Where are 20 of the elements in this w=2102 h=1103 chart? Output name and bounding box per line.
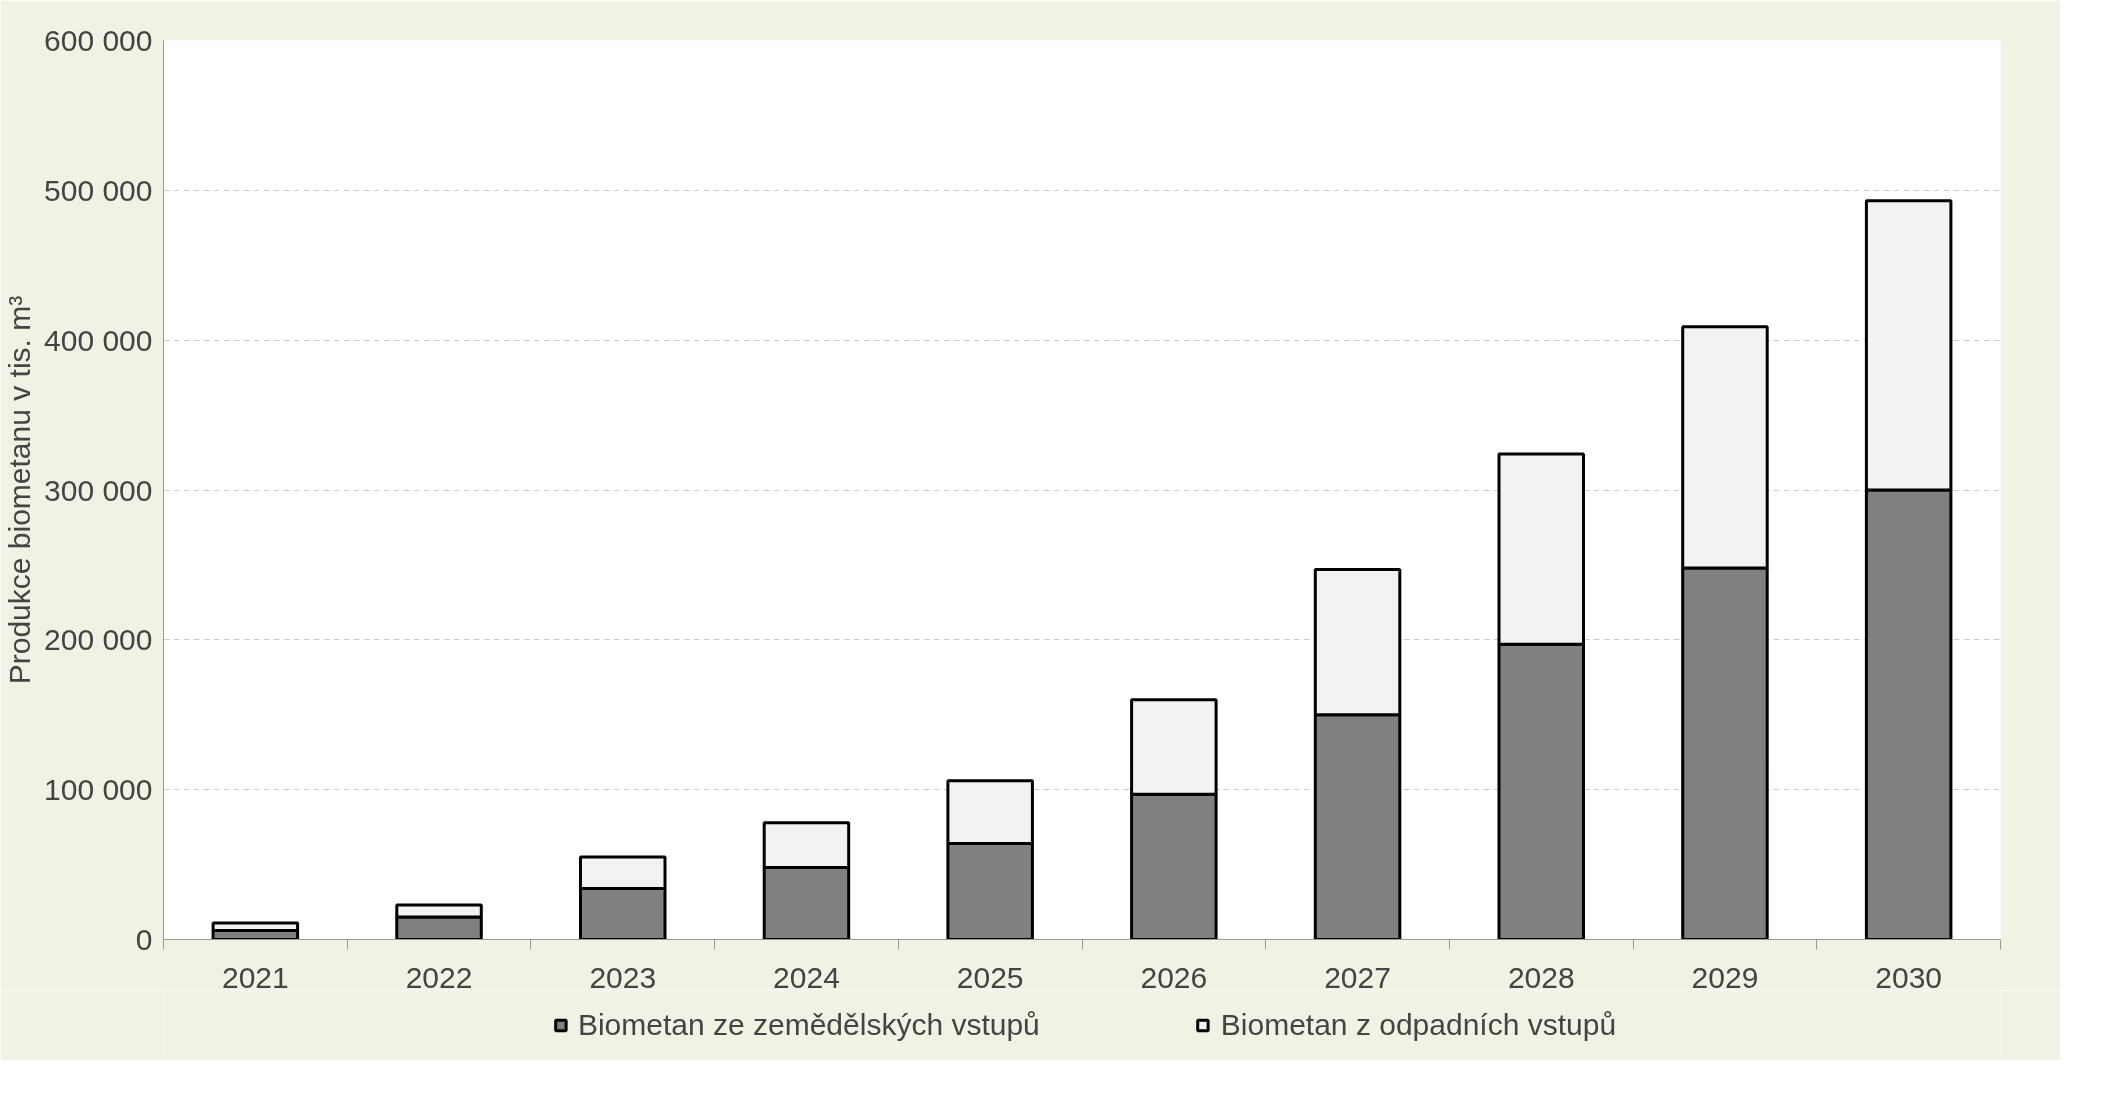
x-tick-label: 2026 (1140, 960, 1208, 994)
legend-label: Biometan z odpadních vstupů (1220, 1008, 1617, 1042)
y-tick-label: 100 000 (44, 773, 153, 807)
y-tick-label: 200 000 (44, 623, 153, 657)
x-tick-label: 2024 (773, 960, 840, 994)
y-tick-label: 300 000 (44, 473, 153, 507)
y-tick-label: 500 000 (44, 173, 153, 207)
y-tick-label: 600 000 (44, 24, 153, 57)
x-tick-label: 2023 (589, 960, 657, 994)
y-tick-label: 400 000 (44, 323, 153, 357)
x-tick-label: 2028 (1507, 960, 1575, 994)
y-axis-title: Produkce biometanu v tis. m³ (3, 295, 37, 685)
x-tick-label: 2030 (1875, 960, 1943, 994)
x-tick-label: 2027 (1324, 960, 1391, 994)
x-tick-label: 2021 (221, 960, 289, 994)
x-tick-label: 2029 (1691, 960, 1759, 994)
legend-label: Biometan ze zemědělských vstupů (577, 1008, 1040, 1042)
x-tick-label: 2025 (956, 960, 1024, 994)
y-tick-label: 0 (135, 923, 153, 956)
x-tick-label: 2022 (405, 960, 473, 994)
